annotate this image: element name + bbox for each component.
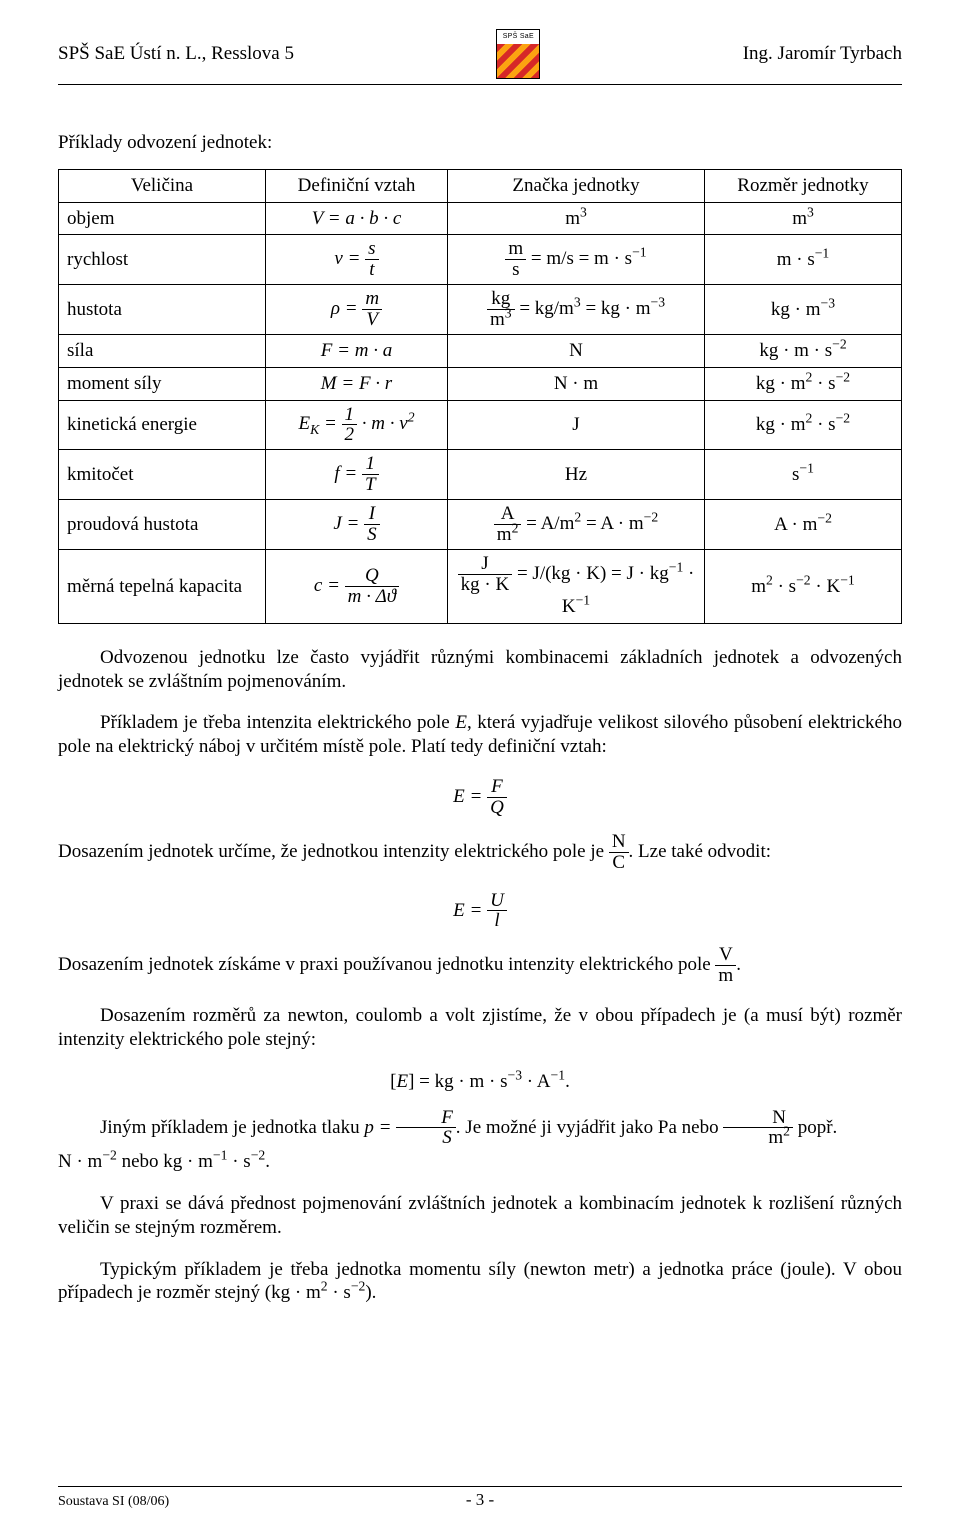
- equation-E-FQ: E = F Q: [58, 777, 902, 818]
- col-header: Veličina: [59, 169, 266, 202]
- table-header-row: Veličina Definiční vztah Značka jednotky…: [59, 169, 902, 202]
- cell-dimension: m2 · s−2 · K−1: [705, 550, 902, 624]
- table-row: kmitočetf = 1THzs−1: [59, 450, 902, 500]
- units-table: Veličina Definiční vztah Značka jednotky…: [58, 169, 902, 624]
- cell-definition: v = st: [266, 235, 448, 285]
- cell-unit: Jkg · K = J/(kg · K) = J · kg−1 · K−1: [448, 550, 705, 624]
- frac-den: l: [487, 911, 507, 931]
- text: popř.: [793, 1116, 837, 1137]
- equation-dimension-E: [E] = kg · m · s−3 · A−1.: [58, 1070, 902, 1094]
- cell-quantity: měrná tepelná kapacita: [59, 550, 266, 624]
- col-header: Značka jednotky: [448, 169, 705, 202]
- fraction-Nm2: Nm2: [723, 1108, 793, 1149]
- text: . Lze také odvodit:: [629, 840, 771, 861]
- text: Jiným příkladem je jednotka tlaku: [100, 1116, 364, 1137]
- cell-unit: Hz: [448, 450, 705, 500]
- text: Typickým příkladem je třeba jednotka mom…: [58, 1259, 902, 1304]
- fraction-FS: FS: [396, 1108, 456, 1149]
- page-footer: Soustava SI (08/06) - 3 - Soustava SI (0…: [58, 1474, 902, 1511]
- section-title: Příklady odvození jednotek:: [58, 131, 902, 155]
- paragraph: Příkladem je třeba intenzita elektrickéh…: [58, 711, 902, 759]
- cell-quantity: proudová hustota: [59, 500, 266, 550]
- page-header: SPŠ SaE Ústí n. L., Resslova 5 SPŠ SaE I…: [58, 28, 902, 80]
- content-body: Příklady odvození jednotek: Veličina Def…: [58, 85, 902, 1305]
- cell-dimension: m · s−1: [705, 235, 902, 285]
- paragraph: Dosazením jednotek určíme, že jednotkou …: [58, 832, 902, 873]
- text: . Je možné ji vyjádřit jako Pa nebo: [456, 1116, 724, 1137]
- paragraph: V praxi se dává přednost pojmenování zvl…: [58, 1192, 902, 1240]
- cell-quantity: síla: [59, 335, 266, 368]
- footer-rule: [58, 1486, 902, 1487]
- col-header: Definiční vztah: [266, 169, 448, 202]
- eq-lhs: p =: [364, 1116, 391, 1137]
- cell-quantity: rychlost: [59, 235, 266, 285]
- cell-definition: M = F · r: [266, 367, 448, 400]
- cell-quantity: kinetická energie: [59, 400, 266, 450]
- cell-definition: EK = 12 · m · v2: [266, 400, 448, 450]
- fraction-NC: NC: [609, 832, 629, 873]
- table-row: kinetická energieEK = 12 · m · v2Jkg · m…: [59, 400, 902, 450]
- header-left-text: SPŠ SaE Ústí n. L., Resslova 5: [58, 42, 294, 66]
- cell-definition: F = m · a: [266, 335, 448, 368]
- cell-definition: V = a · b · c: [266, 202, 448, 235]
- page: SPŠ SaE Ústí n. L., Resslova 5 SPŠ SaE I…: [0, 0, 960, 1528]
- equation-E-Ul: E = U l: [58, 891, 902, 932]
- col-header: Rozměr jednotky: [705, 169, 902, 202]
- paragraph: Odvozenou jednotku lze často vyjádřit rů…: [58, 646, 902, 694]
- frac-den: Q: [487, 798, 507, 818]
- cell-unit: N: [448, 335, 705, 368]
- cell-definition: J = IS: [266, 500, 448, 550]
- cell-quantity: hustota: [59, 285, 266, 335]
- text: Dosazením jednotek určíme, že jednotkou …: [58, 840, 609, 861]
- cell-definition: c = Qm · Δϑ: [266, 550, 448, 624]
- cell-definition: ρ = mV: [266, 285, 448, 335]
- fraction: U l: [487, 891, 507, 932]
- text: .: [736, 954, 741, 975]
- cell-dimension: s−1: [705, 450, 902, 500]
- text: Dosazením jednotek získáme v praxi použí…: [58, 954, 715, 975]
- cell-unit: kgm3 = kg/m3 = kg · m−3: [448, 285, 705, 335]
- eq-lhs: E =: [453, 899, 482, 920]
- paragraph: Dosazením jednotek získáme v praxi použí…: [58, 945, 902, 986]
- footer-page-number: - 3 -: [466, 1489, 494, 1510]
- cell-unit: m3: [448, 202, 705, 235]
- fraction-Vm: Vm: [715, 945, 736, 986]
- header-right-text: Ing. Jaromír Tyrbach: [743, 42, 902, 66]
- footer-docid: Soustava SI (08/06): [58, 1493, 169, 1511]
- cell-quantity: objem: [59, 202, 266, 235]
- logo-text: SPŠ SaE: [497, 30, 539, 45]
- table-row: hustotaρ = mVkgm3 = kg/m3 = kg · m−3kg ·…: [59, 285, 902, 335]
- cell-dimension: m3: [705, 202, 902, 235]
- logo-stripes: [497, 44, 539, 78]
- cell-unit: ms = m/s = m · s−1: [448, 235, 705, 285]
- table-row: rychlostv = stms = m/s = m · s−1m · s−1: [59, 235, 902, 285]
- cell-quantity: kmitočet: [59, 450, 266, 500]
- cell-dimension: kg · m · s−2: [705, 335, 902, 368]
- fraction: F Q: [487, 777, 507, 818]
- cell-dimension: kg · m−3: [705, 285, 902, 335]
- text: Příkladem je třeba intenzita elektrickéh…: [100, 712, 455, 733]
- table-row: proudová hustotaJ = ISAm2 = A/m2 = A · m…: [59, 500, 902, 550]
- table-row: moment sílyM = F · rN · mkg · m2 · s−2: [59, 367, 902, 400]
- table-row: objemV = a · b · cm3m3: [59, 202, 902, 235]
- frac-num: U: [487, 891, 507, 912]
- table-row: sílaF = m · aNkg · m · s−2: [59, 335, 902, 368]
- paragraph: Jiným příkladem je jednotka tlaku p = FS…: [58, 1108, 902, 1149]
- cell-dimension: kg · m2 · s−2: [705, 400, 902, 450]
- paragraph: Typickým příkladem je třeba jednotka mom…: [58, 1258, 902, 1306]
- eq-lhs: E =: [453, 786, 482, 807]
- cell-unit: N · m: [448, 367, 705, 400]
- paragraph: Dosazením rozměrů za newton, coulomb a v…: [58, 1004, 902, 1052]
- cell-unit: J: [448, 400, 705, 450]
- cell-dimension: A · m−2: [705, 500, 902, 550]
- school-logo-icon: SPŠ SaE: [496, 29, 540, 79]
- cell-unit: Am2 = A/m2 = A · m−2: [448, 500, 705, 550]
- paragraph: N · m−2 nebo kg · m−1 · s−2.: [58, 1150, 902, 1174]
- cell-definition: f = 1T: [266, 450, 448, 500]
- table-row: měrná tepelná kapacitac = Qm · ΔϑJkg · K…: [59, 550, 902, 624]
- frac-num: F: [487, 777, 507, 798]
- cell-quantity: moment síly: [59, 367, 266, 400]
- cell-dimension: kg · m2 · s−2: [705, 367, 902, 400]
- variable-E: E: [455, 712, 467, 733]
